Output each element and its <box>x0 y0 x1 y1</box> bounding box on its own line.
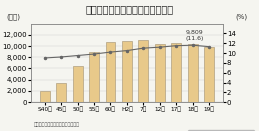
Bar <box>122 41 132 102</box>
Bar <box>204 47 214 102</box>
Bar <box>73 66 83 102</box>
Bar <box>138 40 148 102</box>
Text: 9,809
(11.6): 9,809 (11.6) <box>185 30 204 41</box>
Bar <box>89 52 99 102</box>
Text: (%): (%) <box>235 13 248 20</box>
Bar <box>56 83 66 102</box>
Bar <box>171 43 181 102</box>
Bar <box>105 42 116 102</box>
Text: 北海道の農業産出額と全国シェア: 北海道の農業産出額と全国シェア <box>85 4 174 14</box>
Bar <box>155 44 165 102</box>
Bar <box>188 44 198 102</box>
Legend: 農業産出額, 全国シェア: 農業産出額, 全国シェア <box>188 130 254 131</box>
Text: (億円): (億円) <box>6 13 20 20</box>
Text: 資料：農水省「生産農業所得統計」: 資料：農水省「生産農業所得統計」 <box>34 122 80 127</box>
Bar <box>40 91 50 102</box>
